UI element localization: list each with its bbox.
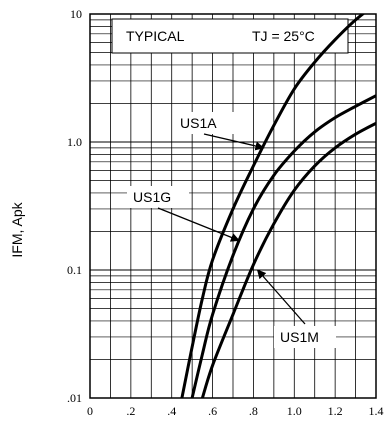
temperature-label: TJ = 25°C <box>252 28 315 44</box>
curve-us1m <box>200 121 376 398</box>
x-tick-label: 1.4 <box>369 404 384 418</box>
x-tick-labels: 0 .2 .4 .6 .8 1.0 1.2 1.4 <box>87 404 384 418</box>
annotation-arrow <box>203 133 265 151</box>
annotation-arrow <box>157 207 240 242</box>
x-tick-label: .2 <box>126 404 135 418</box>
x-tick-label: 0 <box>87 404 93 418</box>
typical-label: TYPICAL <box>126 28 185 44</box>
annotation-us1a: US1A <box>180 115 217 131</box>
annotation-us1g: US1G <box>133 189 171 205</box>
x-tick-label: 1.0 <box>287 404 302 418</box>
curve-us1g <box>190 94 376 398</box>
plot-frame <box>89 13 377 399</box>
annotation-arrow <box>256 269 306 325</box>
annotation-us1m: US1M <box>280 329 319 345</box>
y-tick-label: 1.0 <box>67 135 82 149</box>
x-tick-label: .4 <box>167 404 176 418</box>
y-tick-labels: .01 0.1 1.0 10 <box>67 7 82 405</box>
y-axis-label: IFM, Apk <box>9 201 25 257</box>
x-tick-label: .6 <box>208 404 217 418</box>
curve-annotations: US1A US1G US1M <box>127 112 336 348</box>
x-tick-label: 1.2 <box>328 404 343 418</box>
typical-condition-box: TYPICAL TJ = 25°C <box>111 18 349 54</box>
y-tick-label: .01 <box>67 391 82 405</box>
x-tick-label: .8 <box>249 404 258 418</box>
y-tick-label: 0.1 <box>67 263 82 277</box>
y-tick-label: 10 <box>70 7 82 21</box>
